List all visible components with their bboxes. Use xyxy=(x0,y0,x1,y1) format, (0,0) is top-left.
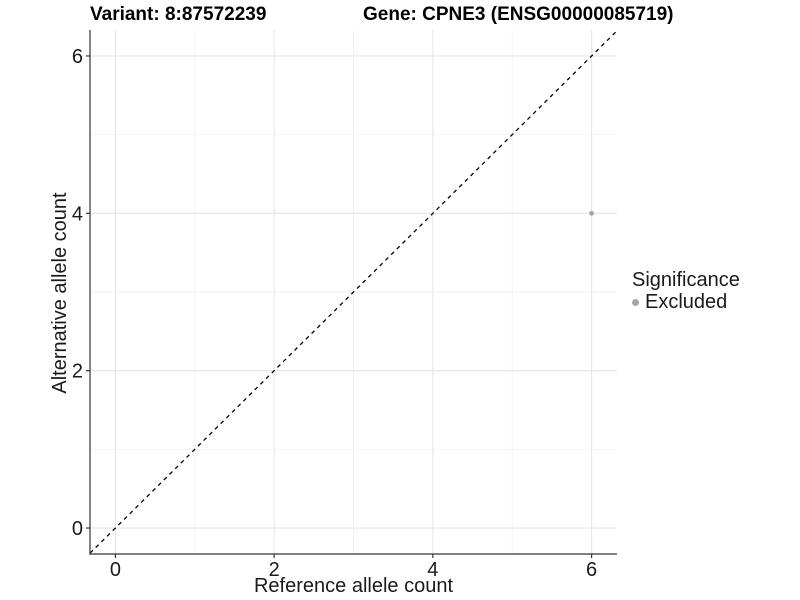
plot-title-variant: Variant: 8:87572239 xyxy=(90,4,267,25)
x-tick-label: 0 xyxy=(110,559,121,581)
x-tick-label: 2 xyxy=(269,559,280,581)
y-tick-label: 6 xyxy=(72,46,83,68)
x-tick-label: 6 xyxy=(586,559,597,581)
x-axis-title: Reference allele count xyxy=(253,575,453,597)
y-tick-label: 4 xyxy=(72,203,83,225)
legend: Significance Excluded xyxy=(630,269,740,313)
y-tick-label: 0 xyxy=(72,518,83,540)
y-tick-label: 2 xyxy=(72,361,83,383)
legend-title: Significance xyxy=(632,269,740,291)
legend-entry-excluded: Excluded xyxy=(630,290,740,313)
x-tick-label: 4 xyxy=(427,559,438,581)
identity-dashed-line xyxy=(89,30,618,554)
plot-title-gene: Gene: CPNE3 (ENSG00000085719) xyxy=(363,4,674,25)
y-axis-title: Alternative allele count xyxy=(49,192,71,394)
legend-entry-label: Excluded xyxy=(645,290,728,313)
data-point xyxy=(589,210,595,216)
legend-key-dot-icon xyxy=(632,298,639,306)
